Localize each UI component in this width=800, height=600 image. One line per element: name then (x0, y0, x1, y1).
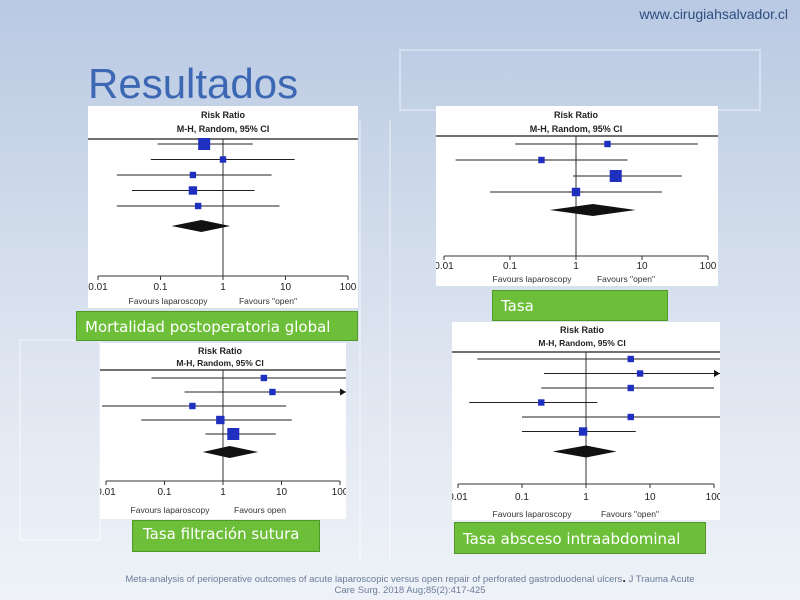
ci-arrow (340, 388, 346, 396)
pooled-diamond (171, 220, 231, 232)
x-tick-label: 10 (280, 282, 292, 293)
study-marker (188, 186, 198, 195)
header-method: M-H, Random, 95% CI (530, 124, 623, 134)
citation: Meta-analysis of perioperative outcomes … (70, 570, 750, 596)
x-tick-label: 1 (583, 492, 589, 503)
x-tick-label: 100 (706, 492, 720, 503)
pooled-diamond (202, 446, 259, 458)
x-tick-label: 100 (340, 282, 357, 293)
x-tick-label: 0.01 (452, 492, 468, 503)
study-marker (189, 402, 196, 410)
header-risk-ratio: Risk Ratio (554, 110, 599, 120)
x-tick-label: 10 (644, 492, 656, 503)
header-method: M-H, Random, 95% CI (538, 338, 625, 348)
favours-right-label: Favours "open" (597, 274, 655, 284)
header-risk-ratio: Risk Ratio (198, 346, 243, 356)
pooled-diamond (549, 204, 636, 216)
forest-plot-svg: Risk Ratio M-H, Random, 95% CI Favours l… (100, 346, 346, 515)
forest-plot-svg: Risk Ratio M-H, Random, 95% CI Favours l… (452, 325, 720, 519)
x-tick-label: 10 (636, 261, 648, 272)
header-method: M-H, Random, 95% CI (177, 124, 270, 134)
x-tick-label: 0.1 (158, 487, 172, 498)
citation-dot: . (622, 570, 626, 585)
study-marker (627, 384, 634, 392)
study-marker (636, 370, 644, 377)
study-marker (538, 156, 545, 164)
study-marker (189, 171, 197, 179)
study-marker (609, 170, 622, 182)
favours-right-label: Favours "open" (239, 296, 297, 306)
study-marker (627, 413, 634, 421)
study-marker (216, 415, 225, 425)
study-marker (260, 374, 268, 382)
x-tick-label: 1 (220, 487, 226, 498)
study-marker (604, 140, 611, 148)
citation-journal: J Trauma Acute (628, 574, 695, 585)
x-tick-label: 0.1 (503, 261, 517, 272)
forest-plot-mortalidad: Risk Ratio M-H, Random, 95% CI Favours l… (88, 106, 358, 308)
favours-left-label: Favours laparoscopy (131, 505, 211, 515)
x-tick-label: 0.01 (436, 261, 454, 272)
x-tick-label: 10 (276, 487, 288, 498)
x-tick-label: 0.1 (154, 282, 168, 293)
caption-tasa: Tasa (492, 290, 668, 321)
study-marker (578, 427, 588, 436)
citation-ref: Care Surg. 2018 Aug;85(2):417-425 (334, 585, 486, 596)
forest-plot-filtracion: Risk Ratio M-H, Random, 95% CI Favours l… (100, 343, 346, 519)
caption-filtracion: Tasa filtración sutura (132, 520, 320, 552)
citation-title: Meta-analysis of perioperative outcomes … (125, 574, 623, 585)
page-title: Resultados (88, 60, 299, 107)
favours-left-label: Favours laparoscopy (493, 509, 573, 519)
study-marker (227, 428, 240, 440)
ci-arrow (714, 370, 720, 377)
forest-plot-absceso: Risk Ratio M-H, Random, 95% CI Favours l… (452, 322, 720, 520)
forest-plot-svg: Risk Ratio M-H, Random, 95% CI Favours l… (436, 110, 718, 284)
header-risk-ratio: Risk Ratio (201, 110, 246, 120)
header-risk-ratio: Risk Ratio (560, 325, 605, 335)
forest-plot-tasa: Risk Ratio M-H, Random, 95% CI Favours l… (436, 106, 718, 286)
study-marker (198, 138, 211, 150)
study-marker (538, 399, 545, 406)
study-marker (194, 202, 202, 210)
x-tick-label: 100 (332, 487, 346, 498)
favours-right-label: Favours "open" (601, 509, 659, 519)
x-tick-label: 0.01 (100, 487, 116, 498)
pooled-diamond (552, 445, 617, 458)
site-url[interactable]: www.cirugiahsalvador.cl (639, 6, 788, 22)
study-marker (219, 156, 227, 163)
study-marker (627, 355, 634, 363)
x-tick-label: 1 (573, 261, 579, 272)
x-tick-label: 0.1 (515, 492, 529, 503)
favours-left-label: Favours laparoscopy (129, 296, 209, 306)
x-tick-label: 0.01 (88, 282, 108, 293)
favours-right-label: Favours open (234, 505, 286, 515)
forest-plot-svg: Risk Ratio M-H, Random, 95% CI Favours l… (88, 110, 358, 306)
caption-absceso: Tasa absceso intraabdominal (454, 522, 706, 554)
study-marker (269, 388, 276, 396)
study-marker (571, 187, 581, 197)
header-method: M-H, Random, 95% CI (176, 358, 263, 368)
x-tick-label: 100 (700, 261, 717, 272)
caption-mortalidad: Mortalidad postoperatoria global (76, 311, 358, 341)
favours-left-label: Favours laparoscopy (493, 274, 573, 284)
x-tick-label: 1 (220, 282, 226, 293)
